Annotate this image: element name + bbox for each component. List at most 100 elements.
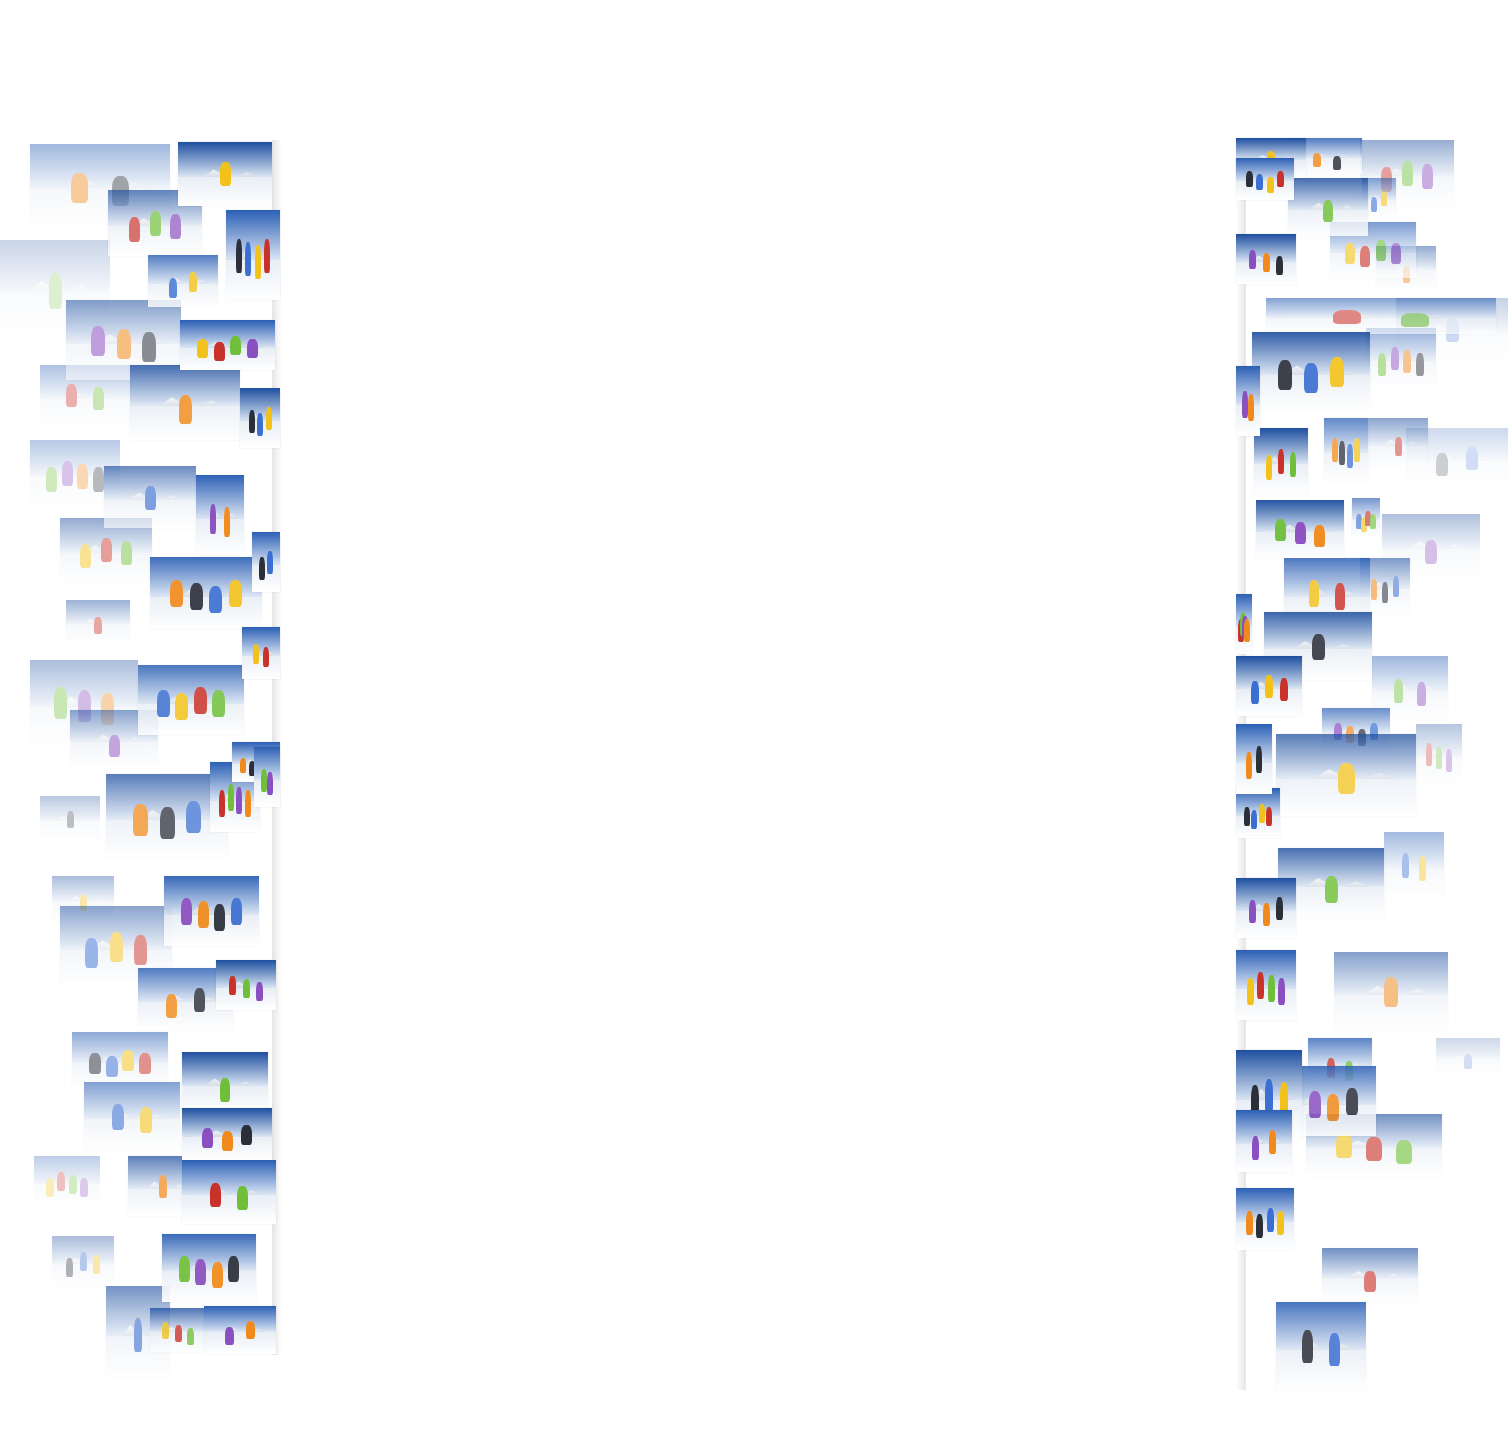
photo-skier-figure — [255, 245, 261, 279]
right-collage-photo — [1276, 734, 1416, 816]
right-collage-photo — [1366, 328, 1436, 388]
photo-skier-figure — [175, 1325, 182, 1342]
photo-skier-figure — [1327, 1094, 1339, 1121]
photo-snow — [1236, 988, 1296, 1020]
left-collage-photo — [252, 532, 280, 592]
photo-skier-figure — [263, 647, 269, 667]
photo-skier-figure — [1256, 174, 1263, 190]
right-collage-photo — [1322, 1248, 1418, 1302]
photo-snow — [226, 259, 280, 300]
photo-skier-figure — [240, 758, 246, 773]
photo-skier-figure — [69, 1175, 77, 1194]
photo-skier-figure — [1256, 1214, 1263, 1238]
right-photo-collage — [1236, 138, 1508, 1398]
photo-skier-figure — [1246, 1211, 1253, 1235]
photo-skier-figure — [1246, 171, 1253, 187]
photo-skier-figure — [225, 1327, 234, 1345]
right-collage-photo — [1384, 832, 1444, 898]
photo-skier-figure — [159, 1175, 167, 1198]
photo-sky — [1236, 950, 1296, 989]
right-collage-photo — [1288, 178, 1368, 236]
photo-skier-figure — [246, 1321, 255, 1339]
photo-skier-figure — [1417, 682, 1426, 706]
right-collage-photo — [1292, 138, 1362, 174]
photo-skier-figure — [93, 1255, 100, 1274]
photo-skier-figure — [202, 1128, 213, 1148]
photo-skier-figure — [214, 342, 225, 361]
left-collage-photo — [254, 747, 280, 807]
photo-skier-figure — [1356, 514, 1362, 529]
photo-skier-figure — [1402, 161, 1413, 186]
photo-snow — [180, 347, 275, 370]
right-collage-photo — [1236, 594, 1252, 654]
photo-snow — [196, 519, 244, 555]
photo-skier-figure — [106, 1056, 118, 1077]
photo-snow — [150, 596, 262, 629]
photo-skier-figure — [229, 580, 242, 607]
photo-skier-figure — [1275, 519, 1286, 541]
photo-sky — [1236, 724, 1272, 763]
photo-sky — [1266, 298, 1496, 318]
photo-skier-figure — [46, 467, 57, 492]
photo-snow — [162, 1271, 256, 1302]
photo-skier-figure — [1246, 752, 1252, 779]
photo-skier-figure — [220, 1078, 230, 1102]
photo-skier-figure — [1382, 582, 1388, 603]
photo-snow — [1276, 1350, 1366, 1390]
photo-skier-figure — [1354, 438, 1360, 462]
photo-sky — [1292, 138, 1362, 158]
photo-skier-figure — [228, 1256, 239, 1282]
photo-skier-figure — [1332, 438, 1338, 462]
photo-skier-figure — [1345, 243, 1355, 264]
photo-skier-figure — [1329, 1333, 1340, 1366]
photo-skier-figure — [85, 938, 98, 968]
photo-skier-figure — [220, 162, 231, 186]
photo-skier-figure — [1325, 876, 1338, 903]
photo-sky — [1236, 1110, 1292, 1145]
photo-skier-figure — [139, 1053, 151, 1074]
photo-skier-figure — [110, 932, 123, 962]
photo-skier-figure — [259, 557, 265, 580]
photo-skier-figure — [181, 898, 192, 925]
photo-skier-figure — [1401, 313, 1429, 327]
photo-skier-figure — [1304, 363, 1318, 393]
photo-skier-figure — [1446, 749, 1452, 772]
photo-sky — [150, 557, 262, 597]
photo-sky — [162, 1234, 256, 1272]
photo-skier-figure — [228, 784, 234, 811]
photo-snow — [1384, 868, 1444, 898]
photo-snow — [204, 1332, 276, 1354]
left-collage-photo — [178, 142, 272, 206]
photo-skier-figure — [198, 901, 209, 928]
photo-sky — [84, 1082, 180, 1120]
photo-skier-figure — [212, 1262, 223, 1288]
photo-snow — [1324, 453, 1368, 482]
photo-skier-figure — [1336, 1134, 1352, 1158]
photo-sky — [1324, 418, 1368, 454]
photo-skier-figure — [266, 407, 272, 430]
photo-skier-figure — [1436, 746, 1442, 769]
photo-skier-figure — [91, 326, 105, 356]
right-collage-photo — [1266, 298, 1496, 334]
photo-skier-figure — [1378, 353, 1386, 376]
photo-skier-figure — [179, 395, 192, 424]
photo-skier-figure — [169, 278, 177, 298]
photo-snow — [1236, 181, 1294, 200]
photo-snow — [1236, 1222, 1294, 1250]
left-collage-photo — [150, 557, 262, 629]
left-collage-photo — [72, 1032, 168, 1088]
photo-skier-figure — [160, 807, 175, 839]
photo-skier-figure — [1334, 723, 1342, 740]
photo-skier-figure — [1267, 177, 1274, 193]
photo-skier-figure — [1339, 441, 1345, 465]
left-collage-photo — [164, 876, 259, 946]
photo-skier-figure — [89, 1053, 101, 1074]
right-collage-photo — [1236, 234, 1296, 284]
photo-skier-figure — [145, 486, 156, 510]
photo-skier-figure — [231, 898, 242, 925]
right-collage-photo — [1368, 418, 1428, 468]
left-photo-collage — [0, 130, 282, 1390]
photo-skier-figure — [1333, 156, 1341, 170]
photo-skier-figure — [1466, 447, 1478, 470]
photo-skier-figure — [1346, 1088, 1358, 1115]
